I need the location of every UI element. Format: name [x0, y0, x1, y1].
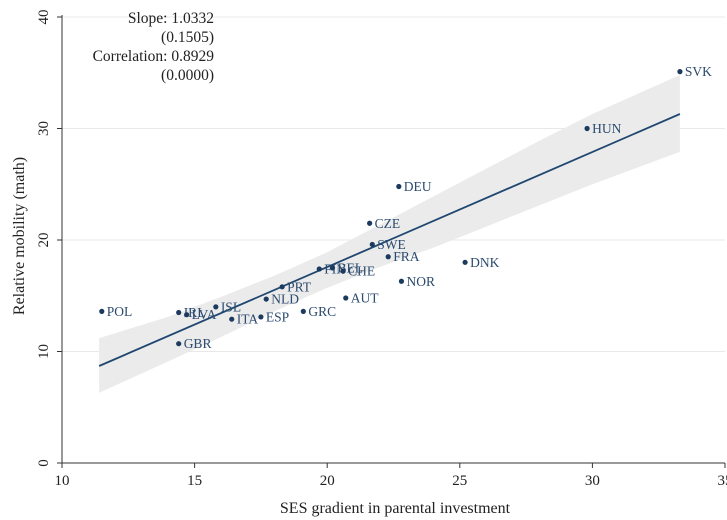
point-label-deu: DEU [404, 179, 432, 194]
y-tick-label-10: 10 [36, 344, 52, 359]
point-nor [398, 278, 405, 284]
point-label-swe: SWE [377, 237, 406, 252]
point-label-nld: NLD [271, 292, 299, 307]
point-swe [369, 241, 375, 248]
point-label-lva: LVA [192, 307, 217, 322]
point-label-prt: PRT [287, 279, 312, 294]
point-deu [396, 183, 402, 190]
point-label-pol: POL [107, 304, 133, 319]
point-fra [385, 254, 391, 260]
annotation-correlation-p: (0.0000) [161, 67, 214, 84]
x-tick-label-15: 15 [187, 473, 202, 489]
point-prt [279, 284, 285, 290]
x-tick-label-30: 30 [585, 473, 600, 489]
point-label-nor: NOR [406, 274, 435, 289]
point-fin [316, 266, 322, 272]
point-label-irl: IRL [184, 305, 206, 320]
point-bel [329, 265, 336, 271]
point-che [340, 268, 346, 274]
point-svk [677, 69, 683, 75]
point-pol [99, 308, 105, 314]
point-label-svk: SVK [685, 64, 712, 79]
point-nld [263, 296, 269, 302]
axes: 101520253035010203040 [36, 10, 727, 490]
point-label-dnk: DNK [470, 255, 499, 270]
point-esp [258, 314, 264, 320]
point-label-che: CHE [348, 264, 375, 279]
point-label-fra: FRA [393, 249, 420, 264]
y-tick-label-40: 40 [36, 10, 52, 25]
y-axis-label: Relative mobility (math) [11, 157, 28, 315]
y-tick-label-30: 30 [36, 121, 52, 136]
point-label-hun: HUN [592, 121, 621, 136]
point-label-ita: ITA [237, 312, 259, 327]
point-ita [229, 316, 235, 322]
point-grc [300, 308, 306, 314]
x-tick-label-35: 35 [718, 473, 727, 489]
x-tick-label-20: 20 [320, 473, 335, 489]
y-tick-label-0: 0 [36, 459, 52, 467]
x-axis-label: SES gradient in parental investment [280, 500, 511, 517]
point-isl [213, 304, 219, 310]
point-dnk [462, 259, 468, 265]
annotation-slope-se: (0.1505) [161, 29, 214, 46]
annotation-slope: Slope: 1.0332 [128, 10, 214, 27]
point-irl [176, 309, 182, 316]
point-label-grc: GRC [308, 304, 336, 319]
confidence-band [99, 75, 680, 393]
point-gbr [176, 341, 182, 347]
point-lva [184, 312, 190, 318]
x-tick-label-10: 10 [55, 473, 70, 489]
fit-line [98, 113, 681, 367]
point-label-gbr: GBR [184, 336, 212, 351]
point-label-fin: FIN [324, 261, 346, 276]
point-cze [367, 220, 373, 226]
point-label-isl: ISL [221, 299, 241, 314]
point-label-aut: AUT [351, 290, 379, 305]
point-label-cze: CZE [375, 216, 401, 231]
point-hun [584, 125, 590, 132]
annotation-correlation: Correlation: 0.8929 [93, 48, 215, 65]
point-label-esp: ESP [266, 309, 289, 324]
y-tick-label-20: 20 [36, 233, 52, 248]
x-tick-label-25: 25 [452, 473, 467, 489]
point-aut [343, 295, 349, 301]
